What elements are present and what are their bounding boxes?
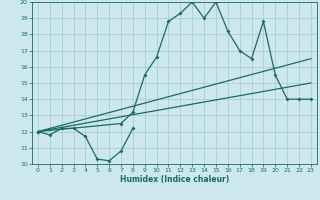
X-axis label: Humidex (Indice chaleur): Humidex (Indice chaleur) [120, 175, 229, 184]
